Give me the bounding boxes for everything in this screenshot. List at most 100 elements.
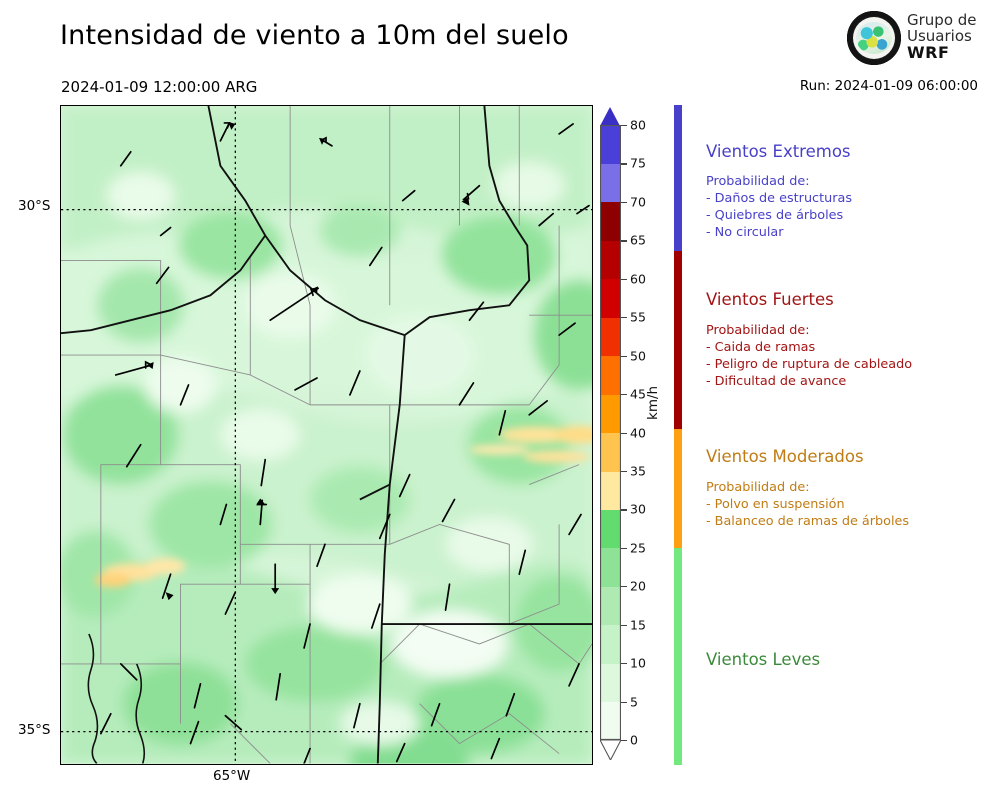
valid-time-label: 2024-01-09 12:00:00 ARG (61, 78, 258, 96)
colorbar-tick (621, 663, 627, 665)
legend-line: - No circular (706, 224, 784, 240)
colorbar-tick-label: 25 (630, 540, 646, 556)
wind-barbs (100, 122, 590, 764)
colorbar-segment (600, 663, 621, 703)
colorbar-segment (600, 278, 621, 318)
colorbar-tick (621, 278, 627, 280)
colorbar-segment (600, 163, 621, 203)
legend-title-leves: Vientos Leves (706, 650, 821, 669)
colorbar-tick-label: 55 (630, 309, 646, 325)
colorbar-top-arrow (600, 107, 620, 126)
colorbar-tick-label: 30 (630, 501, 646, 517)
colorbar-tick (621, 240, 627, 242)
colorbar-tick (621, 394, 627, 396)
colorbar-segment (600, 394, 621, 434)
legend-section-moderados: Vientos Moderados (706, 447, 864, 474)
colorbar-tick (621, 201, 627, 204)
logo-line-1: Grupo de (907, 11, 977, 29)
colorbar-tick-label: 15 (630, 617, 646, 633)
legend-title-moderados: Vientos Moderados (706, 447, 864, 466)
colorbar-tick (621, 701, 627, 703)
elevated-wind-patches (94, 425, 592, 588)
colorbar-tick (621, 740, 627, 742)
legend-strip-fuertes (674, 251, 682, 429)
coastline (87, 633, 146, 764)
colorbar-tick (621, 163, 627, 165)
lat-label-35s: 35°S (18, 722, 51, 738)
legend-details-fuertes: Probabilidad de: - Caida de ramas - Peligr… (706, 323, 912, 391)
colorbar-tick (621, 586, 627, 588)
colorbar-tick (621, 355, 627, 357)
colorbar-segment (600, 432, 621, 472)
legend-details-extremos: Probabilidad de: - Daños de estructuras - … (706, 174, 852, 242)
colorbar-segment (600, 201, 621, 241)
graticule (61, 106, 592, 764)
legend-line: - Caida de ramas (706, 339, 816, 355)
province-boundaries (61, 106, 592, 764)
colorbar-tick (621, 125, 627, 127)
colorbar-bottom-arrow (600, 740, 621, 760)
colorbar-tick-label: 75 (630, 155, 646, 171)
colorbar-tick-label: 45 (630, 386, 646, 402)
legend-line: - Dificultad de avance (706, 373, 847, 389)
colorbar-tick (621, 432, 627, 434)
colorbar-tick (621, 317, 627, 319)
colorbar-tick-label: 50 (630, 348, 646, 364)
colorbar-segment (600, 240, 621, 280)
wind-speed-map[interactable] (60, 105, 593, 765)
legend-line: - Daños de estructuras (706, 190, 852, 206)
colorbar-tick (621, 509, 627, 511)
page-title: Intensidad de viento a 10m del suelo (60, 20, 569, 51)
colorbar-segment (600, 624, 621, 664)
colorbar-tick-label: 40 (630, 425, 646, 440)
logo-text: Grupo de Usuarios WRF (907, 11, 977, 62)
wrf-user-group-logo: Grupo de Usuarios WRF (845, 9, 995, 69)
legend-section-leves: Vientos Leves (706, 650, 820, 677)
legend-line: - Balanceo de ramas de árboles (706, 513, 910, 529)
colorbar-segment (600, 355, 621, 395)
colorbar-segment (600, 509, 621, 549)
seal-ring (847, 11, 901, 65)
logo-line-3: WRF (907, 42, 950, 62)
colorbar-segment (600, 125, 621, 165)
run-time-label: Run: 2024-01-09 06:00:00 (799, 78, 978, 94)
legend-line: Probabilidad de: (706, 323, 810, 338)
legend-strip-leves (674, 548, 682, 765)
legend-line: - Quiebres de árboles (706, 207, 844, 223)
legend-line: - Polvo en suspensión (706, 496, 845, 512)
lat-label-30s: 30°S (18, 198, 51, 214)
colorbar-tick-label: 10 (630, 655, 646, 671)
colorbar-tick-label: 65 (630, 232, 646, 248)
legend-details-moderados: Probabilidad de: - Polvo en suspensión - B… (706, 480, 909, 531)
legend-section-fuertes: Vientos Fuertes (706, 290, 834, 317)
seal-inner (853, 17, 895, 59)
colorbar-segment (600, 317, 621, 357)
colorbar-tick-label: 0 (630, 732, 638, 748)
colorbar-segment (600, 470, 621, 510)
legend-line: Probabilidad de: (706, 174, 810, 189)
colorbar-tick (621, 470, 627, 473)
colorbar-tick (621, 547, 627, 549)
legend-section-extremos: Vientos Extremos (706, 142, 851, 169)
colorbar-tick-label: 60 (630, 271, 646, 287)
colorbar-tick-label: 20 (630, 578, 646, 594)
legend-title-extremos: Vientos Extremos (706, 142, 851, 161)
logo-line-2: Usuarios (907, 26, 972, 45)
colorbar-tick-label: 35 (630, 463, 646, 479)
legend-title-fuertes: Vientos Fuertes (706, 290, 834, 309)
colorbar-tick-label: 70 (630, 194, 646, 210)
colorbar-tick-label: 5 (630, 694, 638, 710)
colorbar-segment (600, 586, 621, 626)
legend-strip-moderados (674, 429, 682, 548)
map-canvas (61, 106, 592, 764)
legend-line: - Peligro de ruptura de cableado (706, 356, 913, 372)
wind-barb-heads (146, 121, 470, 601)
legend-strip-extremos (674, 105, 682, 251)
colorbar (600, 125, 621, 741)
colorbar-unit-label: km/h (645, 385, 661, 420)
colorbar-segment (600, 701, 621, 741)
globe-icon (856, 22, 892, 54)
colorbar-tick-label: 80 (630, 117, 646, 133)
national-borders (61, 106, 592, 764)
colorbar-tick (621, 624, 627, 626)
